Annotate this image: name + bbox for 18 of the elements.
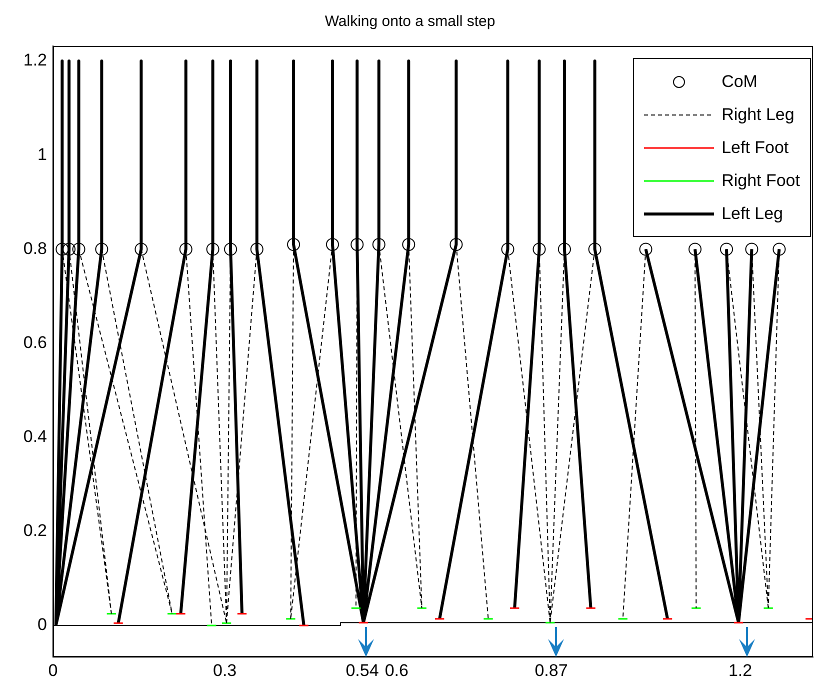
legend-label: Right Foot bbox=[722, 170, 800, 190]
y-tick-label: 1 bbox=[38, 144, 47, 164]
legend-label: Right Leg bbox=[722, 104, 794, 124]
y-tick-label: 0.8 bbox=[23, 238, 47, 258]
x-tick-label: 0.54 bbox=[346, 660, 379, 680]
y-tick-label: 1.2 bbox=[23, 50, 47, 70]
legend-label: CoM bbox=[722, 72, 758, 92]
x-tick-label: 0.3 bbox=[212, 660, 237, 680]
y-tick-label: 0 bbox=[38, 615, 47, 634]
legend-label: Left Foot bbox=[722, 138, 789, 158]
x-tick-label: 0.87 bbox=[534, 660, 568, 680]
x-tick-label: 0.6 bbox=[384, 660, 408, 680]
y-tick-label: 0.6 bbox=[23, 332, 47, 352]
y-tick-label: 0.2 bbox=[23, 521, 47, 540]
y-tick-label: 0.4 bbox=[23, 427, 47, 446]
chart-title: Walking onto a small step bbox=[324, 13, 496, 30]
x-tick-label: 1.2 bbox=[728, 660, 752, 680]
legend-label: Left Leg bbox=[722, 204, 784, 224]
